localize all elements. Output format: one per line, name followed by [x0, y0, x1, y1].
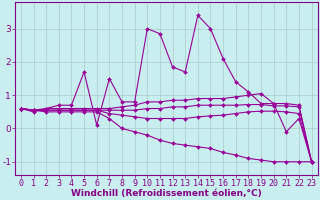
X-axis label: Windchill (Refroidissement éolien,°C): Windchill (Refroidissement éolien,°C) [71, 189, 262, 198]
